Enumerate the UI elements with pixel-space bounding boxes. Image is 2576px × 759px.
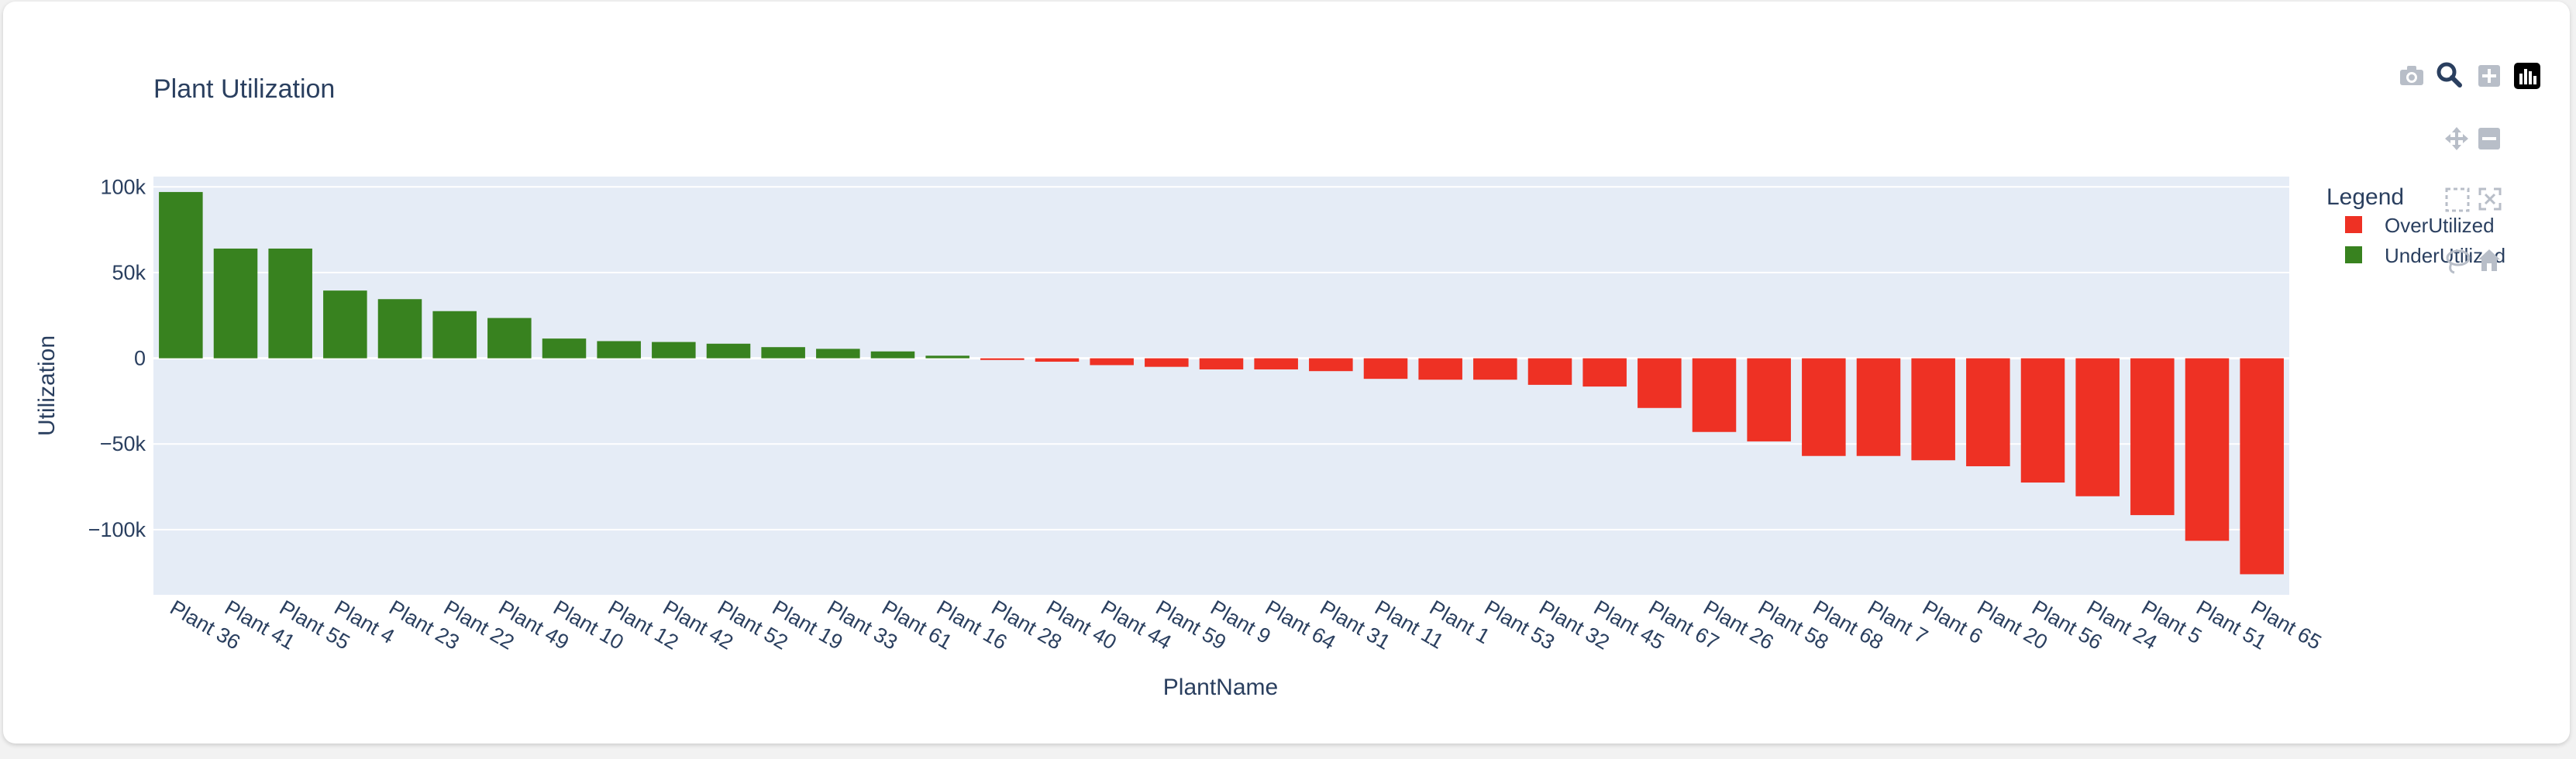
pan-icon[interactable] bbox=[2445, 127, 2468, 150]
bar-plant-7[interactable] bbox=[1856, 358, 1901, 456]
home-icon[interactable] bbox=[2478, 249, 2500, 271]
bar-plant-53[interactable] bbox=[1473, 358, 1517, 380]
bar-plant-1[interactable] bbox=[1418, 358, 1462, 380]
bar-plant-64[interactable] bbox=[1254, 358, 1298, 369]
bar-plant-52[interactable] bbox=[706, 343, 751, 359]
bar-plant-31[interactable] bbox=[1309, 358, 1353, 372]
bars-layer bbox=[159, 191, 2284, 575]
lasso-icon[interactable] bbox=[2446, 249, 2471, 274]
bar-plant-24[interactable] bbox=[2075, 358, 2120, 496]
bar-plant-20[interactable] bbox=[1966, 358, 2010, 467]
y-tick-label: 50k bbox=[112, 261, 146, 284]
bar-plant-67[interactable] bbox=[1638, 358, 1682, 408]
y-axis-title: Utilization bbox=[34, 335, 60, 436]
bar-plant-33[interactable] bbox=[816, 349, 860, 359]
zoom-out-icon[interactable] bbox=[2478, 128, 2500, 149]
y-tick-labels: 100k 50k 0 −50k −100k bbox=[88, 175, 146, 541]
legend-item-over[interactable]: OverUtilized bbox=[2345, 214, 2495, 237]
legend-label-over: OverUtilized bbox=[2385, 214, 2495, 237]
y-tick-label: 100k bbox=[100, 175, 146, 198]
chart-title: Plant Utilization bbox=[153, 74, 335, 104]
bar-plant-41[interactable] bbox=[213, 248, 258, 359]
bar-plant-65[interactable] bbox=[2240, 358, 2284, 575]
bar-plant-68[interactable] bbox=[1802, 358, 1846, 456]
bar-plant-12[interactable] bbox=[597, 341, 641, 359]
modebar bbox=[2400, 62, 2540, 274]
bar-plant-5[interactable] bbox=[2130, 358, 2175, 516]
bar-plant-32[interactable] bbox=[1527, 358, 1572, 385]
x-tick-label: Plant 6 bbox=[1919, 596, 1987, 648]
y-tick-label: −50k bbox=[100, 432, 146, 455]
bar-plant-36[interactable] bbox=[159, 191, 203, 359]
legend-title: Legend bbox=[2326, 184, 2404, 210]
bar-plant-40[interactable] bbox=[1035, 358, 1080, 362]
y-tick-label: 0 bbox=[134, 347, 146, 370]
camera-icon[interactable] bbox=[2400, 66, 2423, 85]
autoscale-icon[interactable] bbox=[2478, 187, 2502, 211]
bar-plant-11[interactable] bbox=[1363, 358, 1408, 380]
bar-plant-45[interactable] bbox=[1582, 358, 1627, 387]
zoom-icon[interactable] bbox=[2437, 62, 2462, 88]
bar-plant-10[interactable] bbox=[542, 338, 587, 359]
bar-plant-6[interactable] bbox=[1911, 358, 1955, 461]
plant-utilization-chart: Plant Utilization 100k 50k 0 −50k −100k Plan… bbox=[34, 62, 2540, 700]
bar-plant-9[interactable] bbox=[1199, 358, 1244, 369]
bar-plant-55[interactable] bbox=[268, 248, 312, 359]
bar-plant-61[interactable] bbox=[870, 351, 915, 359]
bar-plant-26[interactable] bbox=[1692, 358, 1737, 432]
legend-swatch-under bbox=[2345, 246, 2362, 263]
bar-plant-56[interactable] bbox=[2020, 358, 2065, 483]
bar-plant-23[interactable] bbox=[377, 299, 422, 359]
bar-plant-4[interactable] bbox=[323, 290, 367, 359]
bar-plant-42[interactable] bbox=[652, 342, 696, 359]
bar-plant-59[interactable] bbox=[1145, 358, 1189, 367]
bar-plant-19[interactable] bbox=[761, 347, 805, 359]
legend: Legend OverUtilized UnderUtilized bbox=[2326, 184, 2505, 267]
bar-plant-51[interactable] bbox=[2185, 358, 2230, 541]
box-select-icon[interactable] bbox=[2445, 187, 2470, 212]
bar-plant-49[interactable] bbox=[487, 318, 532, 359]
bar-plant-44[interactable] bbox=[1090, 358, 1134, 366]
plotly-logo-icon[interactable] bbox=[2514, 63, 2540, 89]
bar-plant-16[interactable] bbox=[925, 355, 969, 359]
legend-swatch-over bbox=[2345, 216, 2362, 233]
bar-plant-28[interactable] bbox=[980, 358, 1025, 360]
bar-plant-22[interactable] bbox=[432, 311, 477, 359]
y-tick-label: −100k bbox=[88, 518, 146, 541]
bar-plant-58[interactable] bbox=[1747, 358, 1791, 441]
x-axis-title: PlantName bbox=[1163, 675, 1278, 700]
zoom-in-icon[interactable] bbox=[2478, 65, 2500, 87]
chart-card: Plant Utilization 100k 50k 0 −50k −100k Plan… bbox=[3, 2, 2570, 744]
